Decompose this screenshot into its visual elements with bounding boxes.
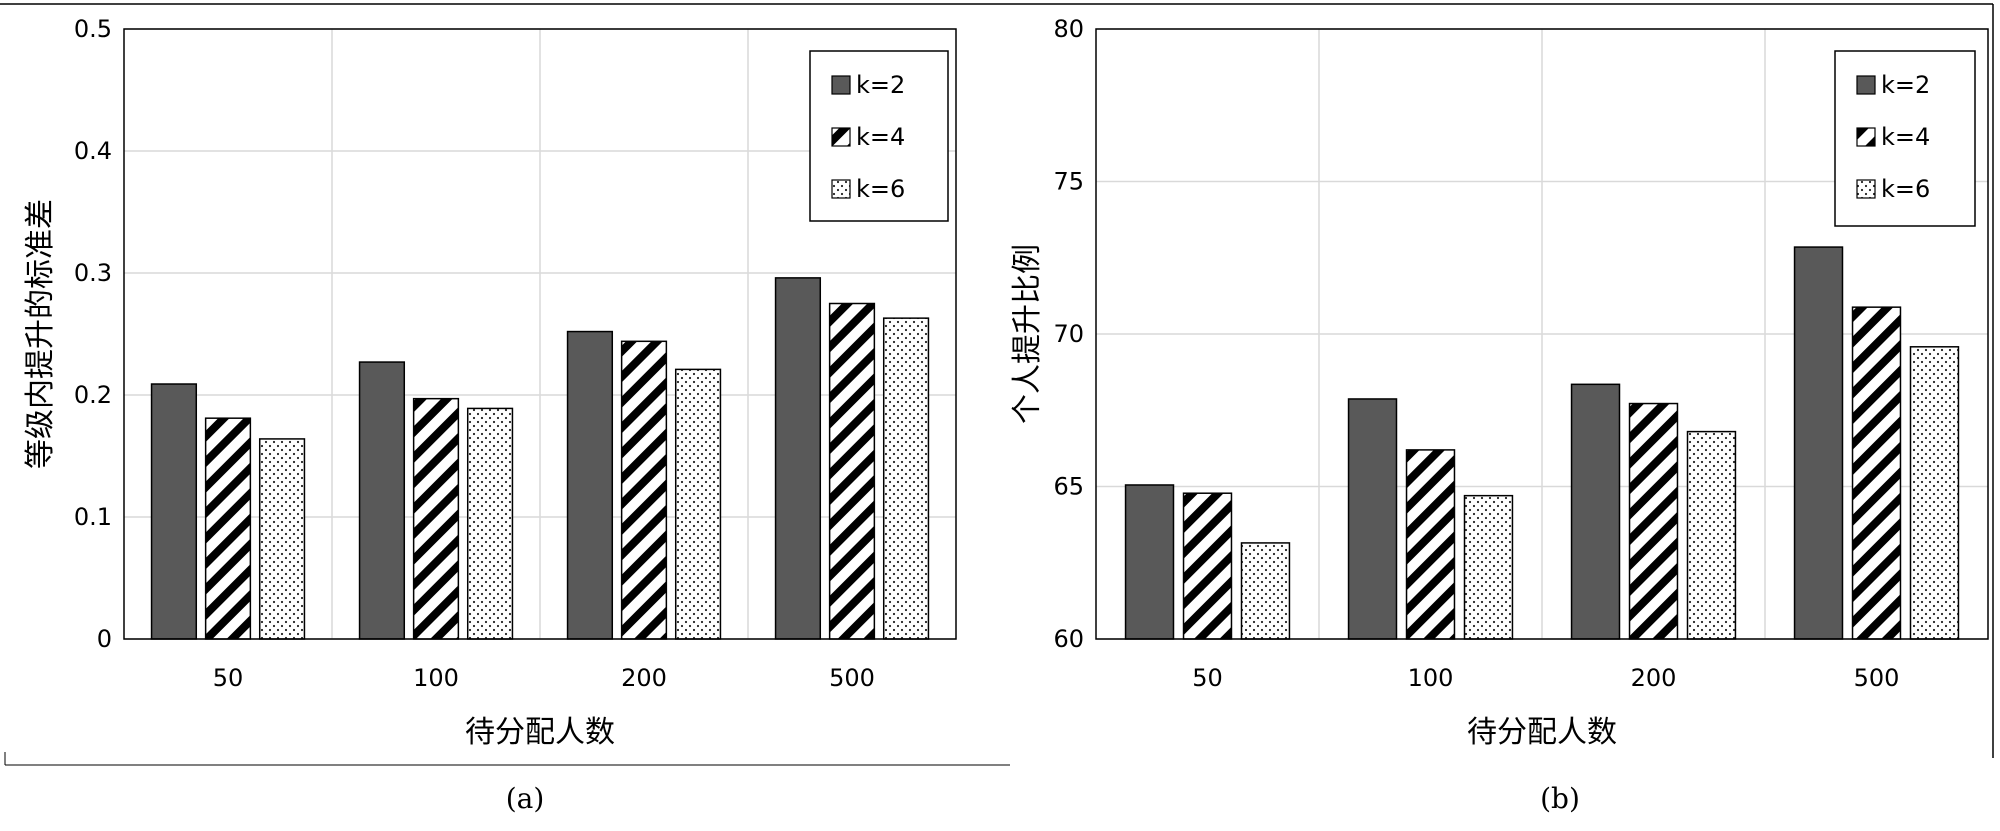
chart-b-x-tick-label: 100 <box>1408 664 1454 692</box>
chart-b-caption: (b) <box>1540 782 1580 815</box>
chart-a-y-tick-label: 0.2 <box>74 381 112 409</box>
chart-a-bars <box>150 277 930 640</box>
chart-a-legend-label: k=4 <box>856 123 905 151</box>
chart-a-y-tick-label: 0 <box>97 625 112 653</box>
chart-a-y-tick-label: 0.3 <box>74 259 112 287</box>
chart-b-legend-label: k=4 <box>1881 123 1930 151</box>
chart-b-y-axis-title: 个人提升比例 <box>1010 244 1045 424</box>
chart-a-legend: k=2 k=4 k=6 <box>809 50 949 222</box>
chart-a-x-tick-label: 500 <box>829 664 875 692</box>
chart-a-legend-swatch <box>831 75 851 95</box>
chart-b-legend-swatch <box>1856 75 1876 95</box>
chart-b-bar-k6-200 <box>1686 430 1737 640</box>
chart-a-y-tick-label: 0.5 <box>74 15 112 43</box>
chart-a-x-tick-label: 200 <box>621 664 667 692</box>
chart-a-bar-k6-100 <box>466 407 514 640</box>
chart-b-plot-border <box>1095 28 1989 640</box>
chart-b-legend-swatch <box>1856 127 1876 147</box>
chart-a-x-axis-title: 待分配人数 <box>465 715 615 750</box>
chart-b-bars <box>1124 246 1960 640</box>
chart-a-bar-k4-200 <box>620 340 668 640</box>
chart-b-bar-k6-500 <box>1909 346 1960 640</box>
chart-a-x-tick-label: 50 <box>213 664 244 692</box>
chart-b-legend-swatch <box>1856 179 1876 199</box>
chart-a-x-tick-labels: 50 100 200 500 <box>213 664 875 692</box>
chart-a-bar-k2-50 <box>150 383 198 640</box>
chart-a-caption: (a) <box>506 782 545 815</box>
chart-b-bar-k2-100 <box>1347 398 1398 640</box>
chart-b-bar-k4-50 <box>1182 492 1233 640</box>
chart-a-legend-label: k=6 <box>856 175 905 203</box>
chart-b-legend: k=2 k=4 k=6 <box>1834 50 1976 227</box>
chart-b-y-tick-label: 65 <box>1053 473 1084 501</box>
chart-b-bar-k6-100 <box>1463 494 1514 640</box>
chart-b-legend-label: k=6 <box>1881 175 1930 203</box>
chart-b-bar-k4-200 <box>1628 402 1679 640</box>
chart-b-y-tick-label: 75 <box>1053 168 1084 196</box>
chart-b-y-tick-label: 80 <box>1053 15 1084 43</box>
chart-a-y-tick-label: 0.4 <box>74 137 112 165</box>
chart-b-x-tick-label: 500 <box>1854 664 1900 692</box>
chart-a-bar-k6-500 <box>882 317 930 640</box>
chart-a-legend-swatch <box>831 127 851 147</box>
chart-b-y-tick-labels: 60 65 70 75 80 <box>1053 15 1084 653</box>
chart-a-legend-swatch <box>831 179 851 199</box>
chart-a-bar-k4-50 <box>204 417 252 640</box>
chart-a-bar-k2-200 <box>566 330 614 640</box>
chart-b-x-axis-title: 待分配人数 <box>1467 715 1617 750</box>
chart-a-bar-k2-500 <box>774 277 822 640</box>
chart-b-y-tick-label: 70 <box>1053 320 1084 348</box>
chart-b-x-tick-label: 50 <box>1192 664 1223 692</box>
chart-b-y-tick-label: 60 <box>1053 625 1084 653</box>
chart-b-bar-k6-50 <box>1240 542 1291 640</box>
chart-a-x-tick-label: 100 <box>413 664 459 692</box>
chart-a-legend-label: k=2 <box>856 71 905 99</box>
chart-a-y-axis-title: 等级内提升的标准差 <box>23 199 58 469</box>
chart-b-bar-k2-200 <box>1570 383 1621 640</box>
chart-b-x-tick-label: 200 <box>1631 664 1677 692</box>
chart-b-legend-label: k=2 <box>1881 71 1930 99</box>
chart-b-bar-k2-50 <box>1124 484 1175 640</box>
chart-a-y-tick-label: 0.1 <box>74 503 112 531</box>
chart-a-y-tick-labels: 0 0.1 0.2 0.3 0.4 0.5 <box>74 15 112 653</box>
chart-a-bar-k6-200 <box>674 368 722 640</box>
chart-a-bar-k4-500 <box>828 302 876 640</box>
chart-b-x-tick-labels: 50 100 200 500 <box>1192 664 1899 692</box>
chart-a-bar-k2-100 <box>358 361 406 640</box>
chart-b-bar-k4-500 <box>1851 306 1902 640</box>
chart-b-bar-k2-500 <box>1793 246 1844 640</box>
chart-a-plot-border <box>123 28 957 640</box>
chart-a: 0 0.1 0.2 0.3 0.4 0.5 50 100 200 500 待分配人数 等级内提升… <box>23 15 957 815</box>
chart-a-bar-k6-50 <box>258 438 306 640</box>
chart-a-bar-k4-100 <box>412 397 460 640</box>
chart-b-bar-k4-100 <box>1405 449 1456 640</box>
